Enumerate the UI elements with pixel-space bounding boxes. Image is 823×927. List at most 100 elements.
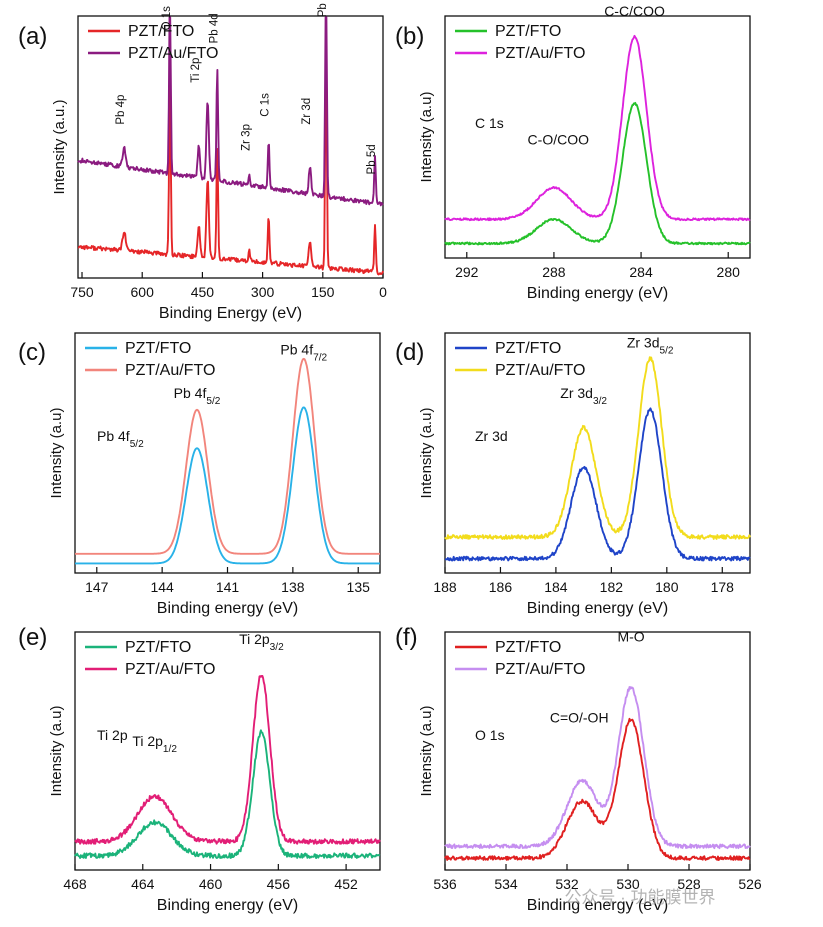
panel-letter: (d)	[395, 339, 424, 366]
x-axis-label: Binding energy (eV)	[527, 897, 668, 914]
y-axis-label: Intensity (a.u)	[418, 408, 435, 499]
legend-entry: PZT/FTO	[125, 639, 191, 656]
panel-f: 536 534 532 530 528 526 Binding energy (eV) Int…	[395, 624, 762, 914]
x-tick-label: 460	[199, 876, 223, 892]
panel-letter: (c)	[18, 339, 46, 366]
peak-annotation: Pb 4p	[115, 95, 127, 125]
x-tick-label: 178	[711, 579, 735, 595]
series-line-pzt-au-fto	[77, 16, 384, 207]
y-axis-label: Intensity (a.u.)	[51, 99, 68, 194]
y-axis-label: Intensity (a.u)	[418, 706, 435, 797]
y-axis-label: Intensity (a.u)	[48, 408, 65, 499]
series-line-pzt-fto	[77, 51, 384, 276]
x-tick-label: 292	[455, 264, 479, 280]
series-line-pzt-au-fto	[74, 674, 381, 845]
legend-entry: PZT/Au/FTO	[125, 362, 215, 379]
x-tick-label: 464	[131, 876, 155, 892]
x-tick-label: 530	[616, 876, 640, 892]
x-tick-label: 600	[131, 284, 155, 300]
inner-label: Ti 2p	[97, 727, 128, 743]
x-tick-label: 534	[494, 876, 518, 892]
panel-letter: (b)	[395, 23, 424, 50]
legend-entry: PZT/FTO	[128, 23, 194, 40]
legend-entry: PZT/Au/FTO	[495, 362, 585, 379]
peak-annotation: Pb 4f	[317, 0, 329, 17]
x-tick-label: 188	[433, 579, 457, 595]
x-tick-label: 526	[738, 876, 762, 892]
x-tick-label: 144	[150, 579, 174, 595]
series-line-pzt-fto	[74, 406, 381, 565]
x-tick-label: 536	[433, 876, 457, 892]
x-axis-label: Binding energy (eV)	[157, 897, 298, 914]
legend-entry: PZT/Au/FTO	[125, 661, 215, 678]
series-line-pzt-fto	[74, 729, 381, 860]
legend-entry: PZT/Au/FTO	[128, 45, 218, 62]
legend-entry: PZT/Au/FTO	[495, 661, 585, 678]
x-tick-label: 450	[191, 284, 215, 300]
plot-frame	[444, 332, 751, 574]
series-line-pzt-au-fto	[444, 356, 751, 540]
x-tick-label: 138	[281, 579, 305, 595]
x-tick-label: 528	[677, 876, 701, 892]
panel-letter: (a)	[18, 23, 47, 50]
watermark: 公众号 · 功能膜世界	[564, 888, 715, 907]
x-tick-label: 135	[347, 579, 371, 595]
peak-annotation: Zr 3p	[240, 124, 252, 151]
peak-annotation: Pb 4d	[208, 13, 220, 43]
x-tick-label: 300	[251, 284, 275, 300]
x-tick-label: 280	[717, 264, 741, 280]
series-line-pzt-au-fto	[444, 34, 751, 222]
peak-annotation: M-O	[617, 629, 644, 645]
x-tick-label: 0	[379, 284, 387, 300]
x-tick-label: 184	[544, 579, 568, 595]
peak-annotation: C 1s	[260, 93, 272, 117]
series-line-pzt-fto	[444, 717, 751, 861]
legend-entry: PZT/FTO	[125, 340, 191, 357]
x-axis-label: Binding energy (eV)	[157, 600, 298, 617]
series-line-pzt-au-fto	[74, 357, 381, 555]
x-tick-label: 468	[63, 876, 87, 892]
x-tick-label: 150	[311, 284, 335, 300]
x-tick-label: 186	[489, 579, 513, 595]
x-tick-label: 452	[334, 876, 358, 892]
y-axis-label: Intensity (a.u)	[418, 92, 435, 183]
inner-label: Zr 3d	[475, 428, 508, 444]
series-line-pzt-fto	[444, 407, 751, 562]
legend-entry: PZT/Au/FTO	[495, 45, 585, 62]
x-tick-label: 180	[655, 579, 679, 595]
plot-frame	[77, 15, 384, 279]
series-line-pzt-au-fto	[444, 686, 751, 850]
peak-annotation: O 1s	[161, 6, 173, 31]
peak-annotation: C-O/COO	[528, 131, 590, 147]
inner-label: C 1s	[475, 115, 504, 131]
inner-label: O 1s	[475, 727, 505, 743]
plot-frame	[74, 631, 381, 871]
x-tick-label: 141	[216, 579, 240, 595]
panel-letter: (e)	[18, 624, 47, 651]
panel-b: 292 288 284 280 Binding energy (eV) Intensity…	[395, 3, 751, 302]
x-axis-label: Binding energy (eV)	[527, 285, 668, 302]
plot-frame	[444, 15, 751, 259]
series-line-pzt-fto	[444, 101, 751, 246]
x-axis-label: Binding Energy (eV)	[159, 305, 302, 322]
x-tick-label: 532	[555, 876, 579, 892]
x-tick-label: 750	[70, 284, 94, 300]
peak-annotation: Zr 3d	[301, 98, 313, 125]
x-tick-label: 288	[542, 264, 566, 280]
x-tick-label: 182	[600, 579, 624, 595]
x-tick-label: 284	[629, 264, 653, 280]
y-axis-label: Intensity (a.u)	[48, 706, 65, 797]
plot-frame	[444, 631, 751, 871]
legend-entry: PZT/FTO	[495, 23, 561, 40]
x-tick-label: 456	[267, 876, 291, 892]
peak-annotation: Pb 5d	[366, 144, 378, 174]
x-axis-label: Binding energy (eV)	[527, 600, 668, 617]
legend-entry: PZT/FTO	[495, 639, 561, 656]
panel-a: 750 600 450 300 150 0 Binding Energy (eV) Inten…	[18, 0, 387, 322]
x-tick-label: 147	[85, 579, 109, 595]
peak-annotation: Ti 2p	[190, 58, 202, 83]
panel-letter: (f)	[395, 624, 418, 651]
peak-annotation: C-C/COO	[604, 3, 665, 19]
